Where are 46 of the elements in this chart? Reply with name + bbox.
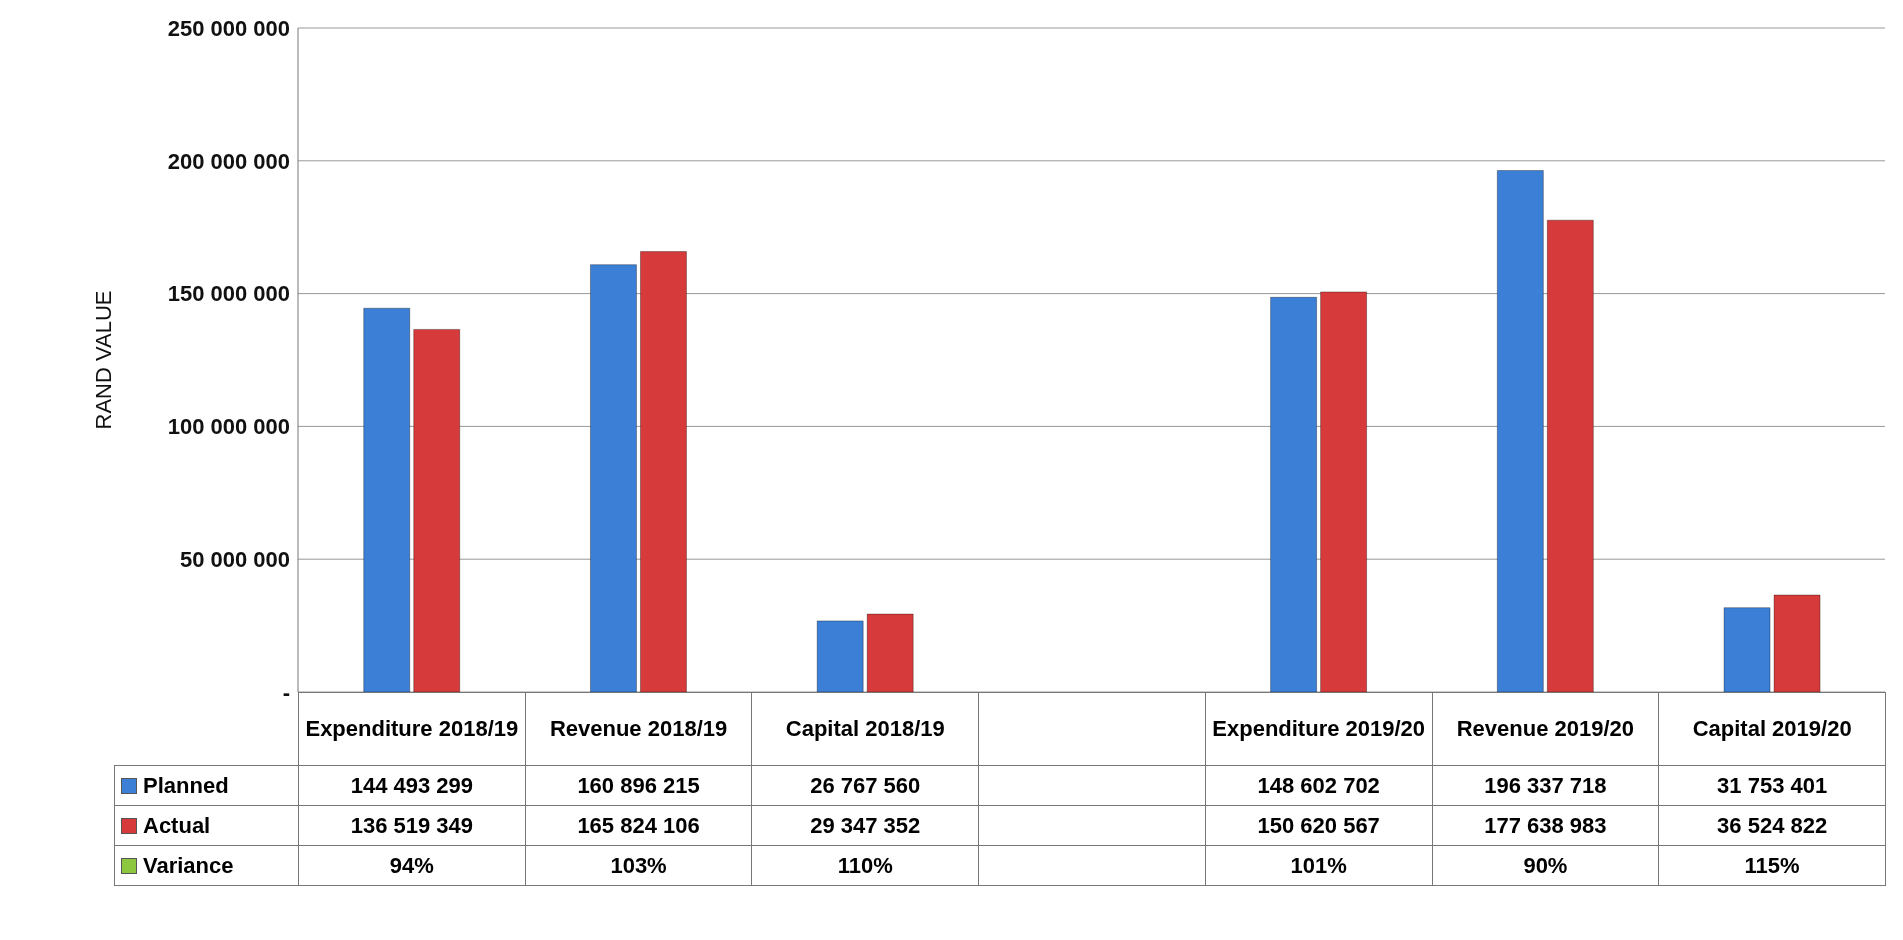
x-tick-label: Expenditure 2019/20 bbox=[1204, 692, 1433, 766]
y-tick-label: 150 000 000 bbox=[167, 281, 290, 307]
y-tick-label: - bbox=[282, 679, 290, 705]
bar bbox=[413, 328, 461, 692]
bar bbox=[1723, 607, 1771, 692]
text: 94% bbox=[389, 852, 434, 878]
y-axis-title: RAND VALUE bbox=[90, 290, 116, 430]
bar bbox=[639, 251, 687, 692]
bar bbox=[1496, 170, 1544, 692]
data-label: 196 337 718 bbox=[1431, 765, 1660, 806]
text: 103% bbox=[610, 852, 667, 878]
bar bbox=[1773, 594, 1821, 692]
bar bbox=[1320, 291, 1368, 692]
legend-label: Actual bbox=[114, 805, 299, 846]
data-label: 144 493 299 bbox=[298, 765, 526, 806]
data-label: 29 347 352 bbox=[751, 805, 980, 846]
text: 101% bbox=[1290, 852, 1347, 878]
data-label: 136 519 349 bbox=[298, 805, 526, 846]
data-label: 177 638 983 bbox=[1431, 805, 1660, 846]
bar bbox=[866, 613, 914, 692]
data-label: 150 620 567 bbox=[1204, 805, 1433, 846]
bar bbox=[816, 620, 864, 692]
legend-label: Planned bbox=[114, 765, 299, 806]
data-label: 31 753 401 bbox=[1658, 765, 1886, 806]
text: 90% bbox=[1523, 852, 1568, 878]
data-label: 160 896 215 bbox=[524, 765, 753, 806]
data-label: 148 602 702 bbox=[1204, 765, 1433, 806]
x-tick-label: Revenue 2018/19 bbox=[524, 692, 753, 766]
bar bbox=[589, 264, 637, 692]
text: 115% bbox=[1744, 852, 1800, 878]
y-tick-label: 100 000 000 bbox=[167, 414, 290, 440]
bar bbox=[1270, 296, 1318, 692]
data-label: 26 767 560 bbox=[751, 765, 980, 806]
bar bbox=[363, 307, 411, 692]
data-label: 165 824 106 bbox=[524, 805, 753, 846]
x-tick-label: Capital 2018/19 bbox=[751, 692, 980, 766]
y-tick-label: 200 000 000 bbox=[167, 148, 290, 174]
y-tick-label: 50 000 000 bbox=[179, 547, 290, 573]
bar bbox=[1546, 219, 1594, 692]
text: 110% bbox=[837, 852, 893, 878]
data-label: 36 524 822 bbox=[1658, 805, 1886, 846]
x-tick-label: Capital 2019/20 bbox=[1658, 692, 1886, 766]
x-tick-label: Expenditure 2018/19 bbox=[298, 692, 526, 766]
y-tick-label: 250 000 000 bbox=[167, 15, 290, 41]
legend-label: Variance bbox=[114, 845, 299, 886]
x-tick-label: Revenue 2019/20 bbox=[1431, 692, 1660, 766]
